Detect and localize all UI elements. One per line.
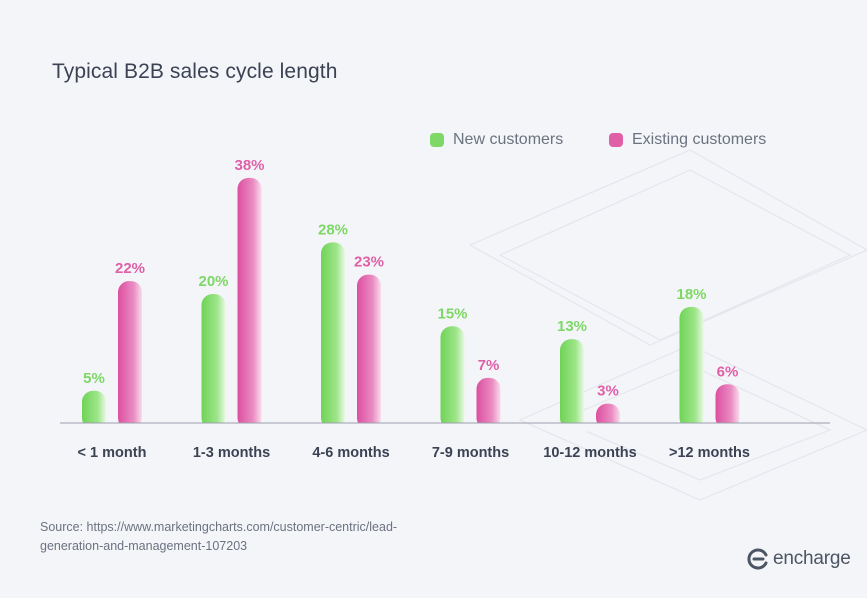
legend-existing-customers: Existing customers: [609, 131, 766, 149]
data-label-new-6: 18%: [676, 286, 706, 303]
data-label-new-3: 28%: [318, 221, 348, 238]
x-tick-label-3: 4-6 months: [312, 445, 389, 461]
legend-label-existing: Existing customers: [632, 131, 767, 148]
bar-new-5: [560, 339, 584, 429]
data-label-new-5: 13%: [557, 318, 587, 335]
legend: New customers Existing customers: [0, 131, 867, 155]
x-tick-label-1: < 1 month: [78, 445, 147, 461]
bar-existing-1: [118, 281, 142, 429]
data-label-existing-3: 23%: [354, 254, 384, 271]
source-note: Source: https://www.marketingcharts.com/…: [40, 520, 398, 553]
bar-existing-4: [476, 377, 501, 429]
brand-name: encharge: [773, 548, 851, 569]
x-tick-label-5: 10-12 months: [543, 445, 636, 461]
legend-new-customers: New customers: [430, 131, 563, 149]
encharge-logo-icon: [747, 548, 768, 570]
bar-new-4: [440, 326, 465, 429]
bar-existing-6: [715, 384, 740, 429]
chart-title: Typical B2B sales cycle length: [52, 60, 338, 83]
bar-new-6: [679, 306, 704, 429]
data-label-existing-2: 38%: [234, 157, 264, 174]
bar-existing-2: [237, 177, 262, 429]
x-tick-label-6: >12 months: [669, 445, 750, 461]
bar-existing-3: [357, 274, 381, 429]
bar-new-3: [321, 242, 345, 429]
legend-swatch-new: [430, 133, 444, 147]
data-label-existing-4: 7%: [478, 357, 500, 374]
data-label-new-1: 5%: [83, 370, 105, 387]
legend-label-new: New customers: [453, 131, 564, 148]
bar-new-2: [201, 294, 226, 429]
data-label-new-2: 20%: [198, 273, 228, 290]
data-label-existing-1: 22%: [115, 260, 145, 277]
x-tick-label-4: 7-9 months: [432, 445, 509, 461]
legend-swatch-existing: [609, 133, 623, 147]
x-tick-label-2: 1-3 months: [193, 445, 270, 461]
bar-new-1: [82, 390, 106, 429]
data-label-existing-6: 6%: [717, 363, 739, 380]
data-label-new-4: 15%: [437, 305, 467, 322]
brand-logo: encharge: [746, 546, 851, 572]
data-label-existing-5: 3%: [597, 383, 619, 400]
